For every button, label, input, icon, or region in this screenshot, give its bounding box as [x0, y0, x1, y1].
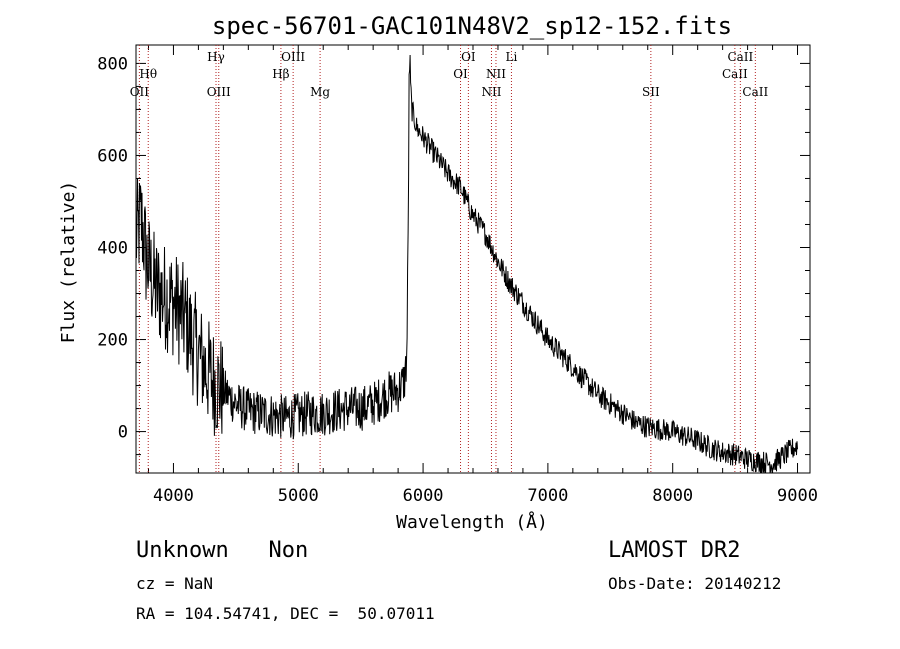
spectral-line-label: Hθ	[139, 67, 157, 81]
x-tick-label: 4000	[153, 486, 194, 506]
spectral-line-label: NII	[481, 85, 501, 99]
y-tick-label: 200	[97, 331, 128, 351]
x-tick-label: 9000	[777, 486, 818, 506]
spectral-line-label: OI	[453, 67, 468, 81]
spectral-line-label: CaII	[742, 85, 768, 99]
chart-title: spec-56701-GAC101N48V2_sp12-152.fits	[212, 12, 732, 40]
survey-label: LAMOST DR2	[608, 538, 741, 563]
spectral-line-label: OIII	[207, 85, 231, 99]
spectral-line-label: CaII	[722, 67, 748, 81]
x-axis-label: Wavelength (Å)	[396, 511, 548, 533]
spectral-line-label: NII	[486, 67, 506, 81]
y-tick-label: 400	[97, 238, 128, 258]
cz-value: cz = NaN	[136, 574, 214, 593]
spectral-line-markers: OIIHθOIIIHγHβOIIIMgOIOINIINIILiSIICaIICa…	[130, 45, 768, 473]
spectral-line-label: Hγ	[207, 50, 225, 64]
spectral-line-label: SII	[642, 85, 660, 99]
x-tick-label: 5000	[278, 486, 319, 506]
y-tick-label: 0	[118, 423, 128, 443]
coordinates: RA = 104.54741, DEC = 50.07011	[136, 604, 435, 623]
y-tick-label: 800	[97, 54, 128, 74]
spectral-line-label: OIII	[281, 50, 305, 64]
x-tick-label: 8000	[652, 486, 693, 506]
spectral-line-label: CaII	[727, 50, 753, 64]
spectral-line-label: OII	[130, 85, 150, 99]
x-axis: 4000 5000 6000 7000 8000 9000	[147, 45, 818, 506]
spectral-line-label: Mg	[310, 85, 330, 99]
spectral-line-label: Hβ	[272, 67, 289, 81]
obs-date: Obs-Date: 20140212	[608, 574, 782, 593]
y-tick-label: 600	[97, 146, 128, 166]
y-axis-label: Flux (relative)	[58, 181, 79, 344]
spectral-line-label: Li	[506, 50, 518, 64]
class-label: Unknown Non	[136, 538, 309, 563]
spectrum-line	[135, 54, 798, 474]
x-tick-label: 6000	[403, 486, 444, 506]
spectral-line-label: OI	[461, 50, 476, 64]
y-axis: 0 200 400 600 800	[97, 54, 810, 456]
x-tick-label: 7000	[527, 486, 568, 506]
